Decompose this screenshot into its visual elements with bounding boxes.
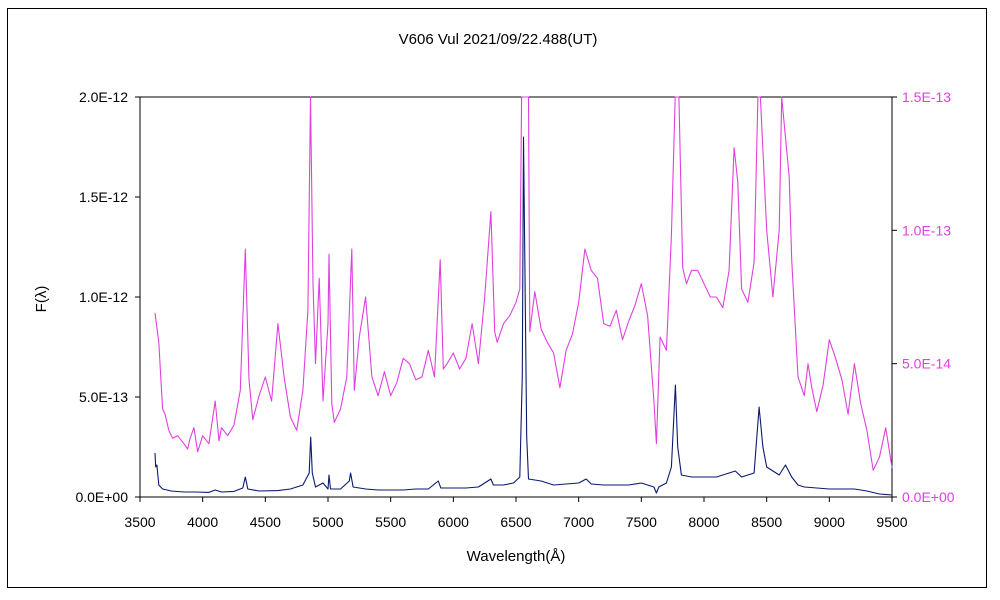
- x-tick-label: 5000: [312, 514, 343, 530]
- spectrum-chart: V606 Vul 2021/09/22.488(UT) 3500 4000 4500…: [33, 31, 955, 565]
- chart-frame: V606 Vul 2021/09/22.488(UT) 3500 4000 4500…: [7, 8, 987, 588]
- y-left-tick-label: 0.0E+00: [75, 489, 128, 505]
- chart-title: V606 Vul 2021/09/22.488(UT): [399, 31, 598, 48]
- series-left-line: [154, 136, 893, 496]
- x-tick-label: 7500: [626, 514, 657, 530]
- y-right-tick-label: 5.0E-14: [902, 356, 951, 372]
- x-tick-label: 8500: [751, 514, 782, 530]
- series-layer: [154, 96, 893, 496]
- y-left-tick-label: 5.0E-13: [79, 389, 128, 405]
- x-tick-label: 9000: [814, 514, 845, 530]
- x-tick-label: 4500: [250, 514, 281, 530]
- x-tick-label: 6000: [438, 514, 469, 530]
- y-right-tick-label: 0.0E+00: [902, 489, 955, 505]
- x-tick-label: 7000: [563, 514, 594, 530]
- y-left-tick-label: 2.0E-12: [79, 89, 128, 105]
- y-right-tick-label: 1.5E-13: [902, 89, 951, 105]
- y-left-tick-label: 1.0E-12: [79, 289, 128, 305]
- y-axis-right: 0.0E+00 5.0E-14 1.0E-13 1.5E-13: [892, 89, 955, 505]
- x-tick-label: 6500: [500, 514, 531, 530]
- plot-area: [139, 96, 893, 498]
- x-tick-label: 3500: [124, 514, 155, 530]
- y-axis-title: F(λ): [33, 286, 50, 313]
- x-tick-label: 4000: [187, 514, 218, 530]
- x-axis: 3500 4000 4500 5000 5500 6000 6500 7000 7500 8000…: [124, 497, 908, 530]
- y-right-tick-label: 1.0E-13: [902, 222, 951, 238]
- series-right-line: [154, 96, 893, 471]
- y-axis-left: 0.0E+00 5.0E-13 1.0E-12 1.5E-12 2.0E-12: [75, 89, 140, 505]
- x-tick-label: 8000: [688, 514, 719, 530]
- x-tick-label: 5500: [375, 514, 406, 530]
- x-tick-label: 9500: [876, 514, 907, 530]
- y-left-tick-label: 1.5E-12: [79, 189, 128, 205]
- x-axis-title: Wavelength(Å): [467, 548, 566, 565]
